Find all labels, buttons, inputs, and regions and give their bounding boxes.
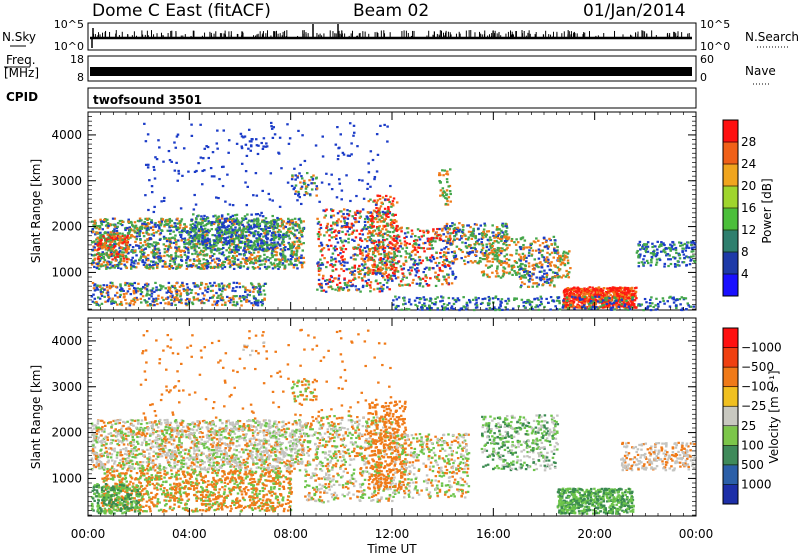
power-ylabel: Slant Range [km] bbox=[29, 159, 43, 263]
x-tick-label: 08:00 bbox=[273, 527, 308, 541]
x-tick-label: 20:00 bbox=[577, 527, 612, 541]
power-colorbar: 4 8 12 16 20 24 28 bbox=[723, 120, 756, 297]
velocity-colorbar-label: Velocity [m s⁻¹] bbox=[767, 370, 781, 463]
freq-band bbox=[90, 67, 692, 76]
colorbar-swatch bbox=[723, 230, 738, 253]
velocity-ylabel: Slant Range [km] bbox=[29, 365, 43, 469]
power-colorbar-label: Power [dB] bbox=[760, 178, 774, 243]
y-tick-label: 4000 bbox=[51, 128, 82, 142]
station-title: Dome C East (fitACF) bbox=[92, 1, 271, 21]
nsearch-label: N.Search bbox=[745, 30, 799, 44]
colorbar-tick-label: 12 bbox=[741, 223, 756, 237]
colorbar-swatch bbox=[723, 484, 738, 504]
colorbar-tick-label: 20 bbox=[741, 179, 756, 193]
nsky-strip bbox=[88, 23, 696, 50]
freq-label-line2: [MHz] bbox=[4, 66, 39, 80]
colorbar-tick-label: 28 bbox=[741, 135, 756, 149]
colorbar-swatch bbox=[723, 252, 738, 275]
x-tick-label: 16:00 bbox=[476, 527, 511, 541]
colorbar-swatch bbox=[723, 186, 738, 209]
colorbar-tick-label: −25 bbox=[741, 399, 766, 413]
colorbar-swatch bbox=[723, 208, 738, 231]
nave-tick-top: 60 bbox=[700, 53, 714, 66]
cpid-label: CPID bbox=[6, 90, 38, 104]
nsearch-tick-bottom: 10^0 bbox=[700, 40, 730, 53]
nsky-tick-top: 10^5 bbox=[54, 18, 84, 31]
y-tick-label: 3000 bbox=[51, 380, 82, 394]
colorbar-swatch bbox=[723, 367, 738, 387]
freq-tick-bottom: 8 bbox=[77, 71, 84, 84]
x-tick-label: 00:00 bbox=[71, 527, 106, 541]
date-title: 01/Jan/2014 bbox=[583, 1, 686, 21]
x-tick-labels: 00:00 04:00 08:00 12:00 16:00 20:00 00:00 bbox=[71, 527, 714, 541]
colorbar-tick-label: 100 bbox=[741, 438, 764, 452]
colorbar-tick-label: 1000 bbox=[741, 477, 772, 491]
x-axis-label: Time UT bbox=[366, 542, 417, 554]
nsky-tick-bottom: 10^0 bbox=[54, 40, 84, 53]
colorbar-swatch bbox=[723, 274, 738, 297]
y-tick-label: 2000 bbox=[51, 220, 82, 234]
y-tick-label: 4000 bbox=[51, 334, 82, 348]
colorbar-tick-label: 25 bbox=[741, 419, 756, 433]
colorbar-tick-label: −1000 bbox=[741, 341, 782, 355]
colorbar-swatch bbox=[723, 406, 738, 426]
colorbar-tick-label: 4 bbox=[741, 267, 749, 281]
colorbar-swatch bbox=[723, 120, 738, 143]
colorbar-swatch bbox=[723, 164, 738, 187]
colorbar-swatch bbox=[723, 387, 738, 407]
colorbar-tick-label: 16 bbox=[741, 201, 756, 215]
colorbar-swatch bbox=[723, 348, 738, 368]
colorbar-swatch bbox=[723, 426, 738, 446]
x-tick-label: 04:00 bbox=[172, 527, 207, 541]
colorbar-swatch bbox=[723, 142, 738, 165]
x-tick-label: 00:00 bbox=[679, 527, 714, 541]
y-tick-label: 1000 bbox=[51, 265, 82, 279]
colorbar-tick-label: 24 bbox=[741, 157, 756, 171]
colorbar-swatch bbox=[723, 445, 738, 465]
freq-tick-top: 18 bbox=[70, 53, 84, 66]
cpid-value: twofsound 3501 bbox=[93, 93, 202, 107]
y-tick-label: 3000 bbox=[51, 174, 82, 188]
colorbar-swatch bbox=[723, 465, 738, 485]
y-tick-label: 1000 bbox=[51, 471, 82, 485]
freq-label-line1: Freq. bbox=[6, 53, 36, 67]
colorbar-tick-label: 8 bbox=[741, 245, 749, 259]
y-tick-label: 2000 bbox=[51, 426, 82, 440]
colorbar-tick-label: 500 bbox=[741, 458, 764, 472]
x-tick-label: 12:00 bbox=[375, 527, 410, 541]
beam-title: Beam 02 bbox=[353, 1, 429, 21]
nsky-trace bbox=[90, 24, 692, 48]
nsky-label: N.Sky bbox=[2, 30, 36, 44]
nave-tick-bottom: 0 bbox=[700, 71, 707, 84]
nsearch-tick-top: 10^5 bbox=[700, 18, 730, 31]
nave-label: Nave bbox=[745, 64, 776, 78]
colorbar-swatch bbox=[723, 328, 738, 348]
